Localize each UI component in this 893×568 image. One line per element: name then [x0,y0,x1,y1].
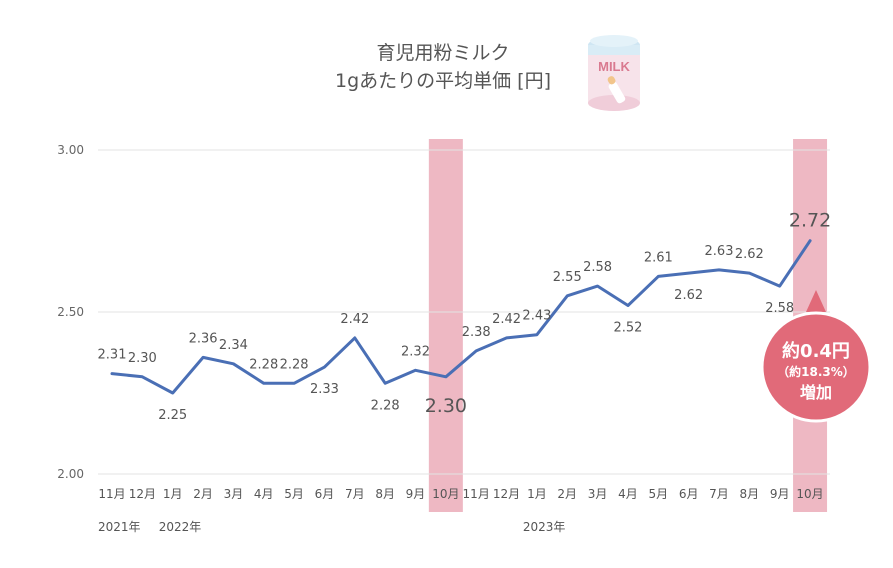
chart-title-line2: 1gあたりの平均単価 [円] [335,70,551,92]
data-label: 2.32 [401,344,430,359]
y-tick-label: 2.50 [57,305,84,319]
x-tick-label: 3月 [588,487,608,501]
data-label: 2.30 [425,395,467,417]
x-tick-label: 12月 [129,487,156,501]
data-label: 2.42 [340,312,369,327]
data-label: 2.28 [371,398,400,413]
data-label: 2.72 [789,210,831,232]
year-label: 2021年 [98,520,141,534]
x-tick-label: 5月 [284,487,304,501]
data-label: 2.52 [613,321,642,336]
callout-percent: （約18.3%） [777,364,855,379]
data-label: 2.55 [553,270,582,285]
x-tick-label: 6月 [679,487,699,501]
x-tick-label: 8月 [740,487,760,501]
callout-amount: 約0.4円 [782,340,850,362]
x-tick-label: 4月 [618,487,638,501]
data-label: 2.42 [492,312,521,327]
x-tick-label: 4月 [254,487,274,501]
x-tick-label: 10月 [796,487,823,501]
x-tick-label: 2月 [193,487,213,501]
data-label: 2.58 [765,301,794,316]
highlight-band [428,139,463,512]
data-label: 2.25 [158,408,187,423]
year-label: 2023年 [523,520,566,534]
x-tick-label: 12月 [493,487,520,501]
x-tick-label: 7月 [345,487,365,501]
x-tick-label: 7月 [709,487,729,501]
x-tick-label: 11月 [463,487,490,501]
x-tick-label: 5月 [648,487,668,501]
svg-text:MILK: MILK [598,59,630,74]
data-label: 2.28 [249,357,278,372]
x-tick-label: 8月 [375,487,395,501]
data-label: 2.43 [522,309,551,324]
x-tick-label: 11月 [98,487,125,501]
milk-can-icon: MILK [588,35,640,111]
x-tick-label: 1月 [163,487,183,501]
data-label: 2.38 [462,325,491,340]
x-tick-label: 2月 [557,487,577,501]
data-label: 2.28 [280,357,309,372]
x-tick-label: 9月 [406,487,426,501]
data-label: 2.62 [735,247,764,262]
x-tick-label: 6月 [315,487,335,501]
x-tick-label: 10月 [432,487,459,501]
y-tick-label: 3.00 [57,143,84,157]
y-tick-label: 2.00 [57,467,84,481]
increase-callout: 約0.4円 （約18.3%） 増加 [760,290,872,423]
callout-increase: 増加 [800,383,832,402]
year-label: 2022年 [159,520,202,534]
x-tick-label: 9月 [770,487,790,501]
data-label: 2.61 [644,250,673,265]
data-label: 2.31 [98,348,127,363]
data-label: 2.30 [128,351,157,366]
x-tick-label: 1月 [527,487,547,501]
chart-title-line1: 育児用粉ミルク [376,42,509,64]
data-label: 2.62 [674,288,703,303]
x-tick-label: 3月 [224,487,244,501]
series-line [110,239,812,395]
data-label: 2.33 [310,382,339,397]
data-label: 2.58 [583,260,612,275]
data-label: 2.34 [219,338,248,353]
data-label: 2.36 [189,331,218,346]
data-label: 2.63 [705,244,734,259]
